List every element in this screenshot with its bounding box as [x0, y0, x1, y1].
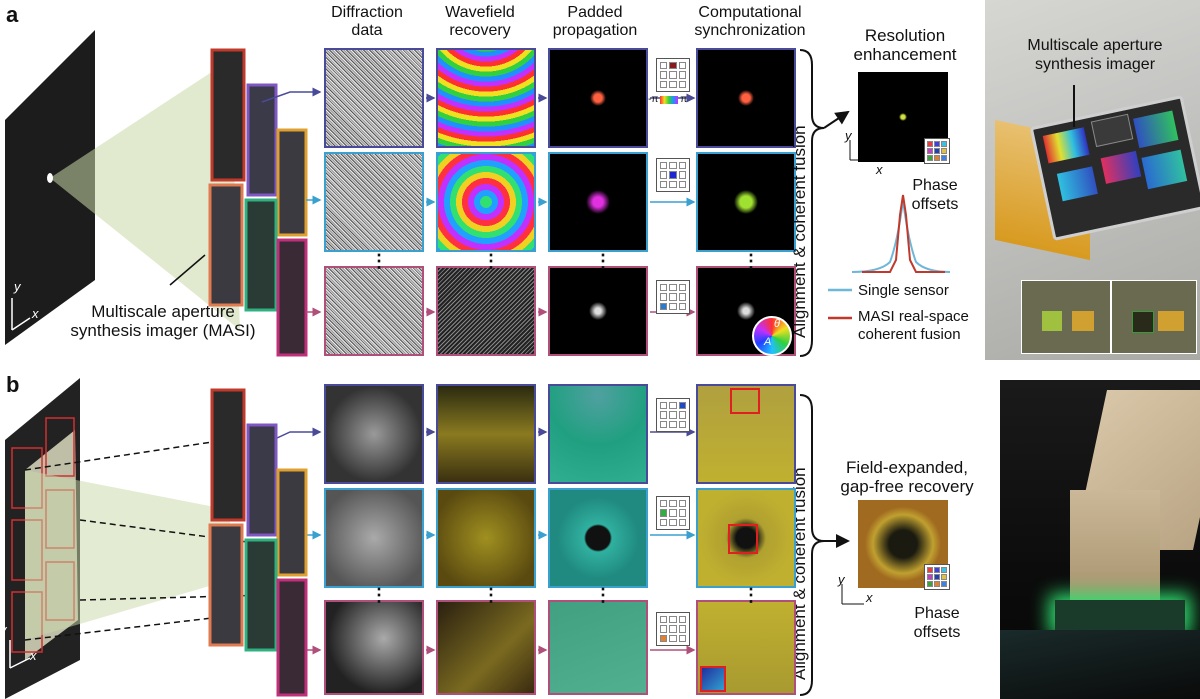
wavefield-tile-b2 [436, 488, 536, 588]
photo-c: Multiscale aperture synthesis imager [985, 0, 1200, 360]
padded-tile-a1 [548, 48, 648, 148]
ellipsis-a3: ⋮ [594, 251, 612, 271]
photo-d [1000, 380, 1200, 699]
padded-tile-a2 [548, 152, 648, 252]
sync-highlight-b3 [700, 666, 726, 692]
sync-tile-b1 [696, 384, 796, 484]
phase-grid-a2 [656, 158, 690, 192]
sync-highlight-b1 [730, 388, 760, 414]
sensor-array-a [208, 48, 308, 357]
axis-y-b: y [0, 622, 7, 637]
diffraction-tile-b3 [324, 600, 424, 695]
phase-colorbar: -π π [648, 94, 688, 105]
sync-tile-a1 [696, 48, 796, 148]
panel-label-a: a [6, 2, 19, 27]
imager-chip [1029, 95, 1200, 241]
wavefield-tile-a2 [436, 152, 536, 252]
sync-tile-b3 [696, 600, 796, 695]
alignment-label-a: Alignment & coherent fusion [790, 125, 809, 338]
ellipsis-a2: ⋮ [482, 251, 500, 271]
ellipsis-b2: ⋮ [482, 585, 500, 605]
masi-label: Multiscale aperture synthesis imager (MAS… [70, 302, 256, 340]
green-led-glow [1055, 600, 1185, 630]
axis-y-a: y [14, 279, 21, 294]
connectors [5, 49, 951, 699]
ellipsis-b4: ⋮ [742, 585, 760, 605]
inset-coin-1 [1021, 280, 1111, 354]
legend-single-sensor: Single sensor [858, 282, 949, 299]
phase-grid-b2 [656, 496, 690, 530]
ellipsis-a4: ⋮ [742, 251, 760, 271]
wavefield-tile-a1 [436, 48, 536, 148]
inset-coin-2 [1111, 280, 1197, 354]
padded-tile-b3 [548, 600, 648, 695]
diffraction-tile-a3 [324, 266, 424, 356]
axis-y-field: y [838, 572, 845, 587]
phase-grid-b1 [656, 398, 690, 432]
point-source [47, 173, 53, 183]
sync-highlight-b2 [728, 524, 758, 554]
light-cone-b [25, 470, 230, 640]
padded-tile-a3 [548, 266, 648, 356]
header-diffraction: Diffraction data [331, 4, 403, 39]
padded-tile-b1 [548, 384, 648, 484]
header-wavefield: Wavefield recovery [445, 4, 515, 39]
ellipsis-b3: ⋮ [594, 585, 612, 605]
ellipsis-a1: ⋮ [370, 251, 388, 271]
ellipsis-b1: ⋮ [370, 585, 388, 605]
wavefield-tile-b1 [436, 384, 536, 484]
diffraction-tile-b1 [324, 384, 424, 484]
panel-a-illustration [5, 30, 308, 357]
phase-offsets-grid-a [924, 138, 950, 164]
legend-masi: MASI real-space coherent fusion [858, 308, 969, 343]
axis-y-res: y [845, 128, 852, 143]
wavefield-tile-a3 [436, 266, 536, 356]
light-cone [50, 60, 240, 330]
phase-grid-b3 [656, 612, 690, 646]
diffraction-tile-b2 [324, 488, 424, 588]
padded-tile-b2 [548, 488, 648, 588]
object-slab [5, 30, 95, 345]
phase-offsets-grid-b [924, 564, 950, 590]
photo-c-label: Multiscale aperture synthesis imager [1027, 37, 1163, 73]
axis-x-b: x [30, 648, 37, 663]
phase-offsets-label-a: Phase offsets [911, 177, 959, 213]
sensor-array-b [208, 388, 308, 697]
axis-x-res: x [876, 162, 883, 177]
axis-x-field: x [866, 590, 873, 605]
phase-grid-a3 [656, 280, 690, 314]
diffraction-tile-a2 [324, 152, 424, 252]
wavefield-tile-b3 [436, 600, 536, 695]
sync-tile-a3 [696, 266, 796, 356]
phase-offsets-label-b: Phase offsets [913, 605, 961, 641]
resolution-label: Resolution enhancement [853, 26, 957, 64]
axis-x-a: x [32, 306, 39, 321]
polar-wheel: θ A [752, 316, 792, 356]
panel-label-b: b [6, 372, 20, 397]
header-padded: Padded propagation [552, 4, 638, 39]
field-expanded-label: Field-expanded, gap-free recovery [840, 458, 974, 496]
diffraction-tile-a1 [324, 48, 424, 148]
sync-tile-b2 [696, 488, 796, 588]
header-sync: Computational synchronization [694, 4, 806, 39]
profile-plot [828, 194, 951, 320]
phase-grid-a1 [656, 58, 690, 92]
sync-tile-a2 [696, 152, 796, 252]
